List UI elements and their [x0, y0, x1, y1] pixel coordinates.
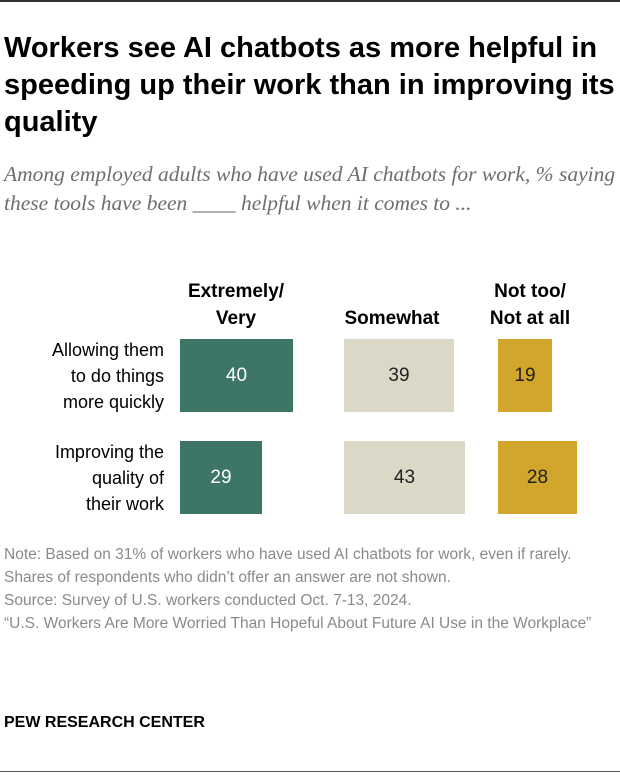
chart-notes: Note: Based on 31% of workers who have u…	[4, 543, 616, 635]
chart-title: Workers see AI chatbots as more helpful …	[4, 32, 615, 138]
note-text: Note: Based on 31% of workers who have u…	[4, 546, 572, 586]
bar-value-label: 43	[393, 466, 416, 488]
bar-0-1: 29	[180, 441, 262, 514]
report-text: “U.S. Workers Are More Worried Than Hope…	[4, 615, 592, 632]
category-label-0: Allowing them to do things more quickly	[51, 340, 164, 412]
bar-value-label: 29	[210, 466, 232, 488]
category-label-1: Improving the quality of their work	[54, 442, 164, 514]
column-header-1: Somewhat	[344, 308, 440, 329]
bar-1-0: 39	[344, 339, 454, 412]
column-header-2: Not too/Not at all	[489, 281, 571, 329]
bar-0-0: 40	[180, 339, 293, 412]
bar-value-label: 40	[225, 364, 248, 386]
bar-value-label: 28	[526, 466, 549, 488]
bar-value-label: 19	[514, 364, 536, 386]
bar-2-0: 19	[498, 339, 552, 412]
chart-subtitle: Among employed adults who have used AI c…	[4, 162, 616, 215]
bar-1-1: 43	[344, 441, 465, 514]
source-text: Source: Survey of U.S. workers conducted…	[4, 592, 412, 609]
bar-2-1: 28	[498, 441, 577, 514]
brand-logo-text: PEW RESEARCH CENTER	[4, 714, 205, 731]
top-rule	[0, 0, 620, 2]
column-header-0: Extremely/Very	[187, 281, 285, 329]
bar-value-label: 39	[388, 364, 410, 386]
bottom-rule	[0, 771, 620, 772]
